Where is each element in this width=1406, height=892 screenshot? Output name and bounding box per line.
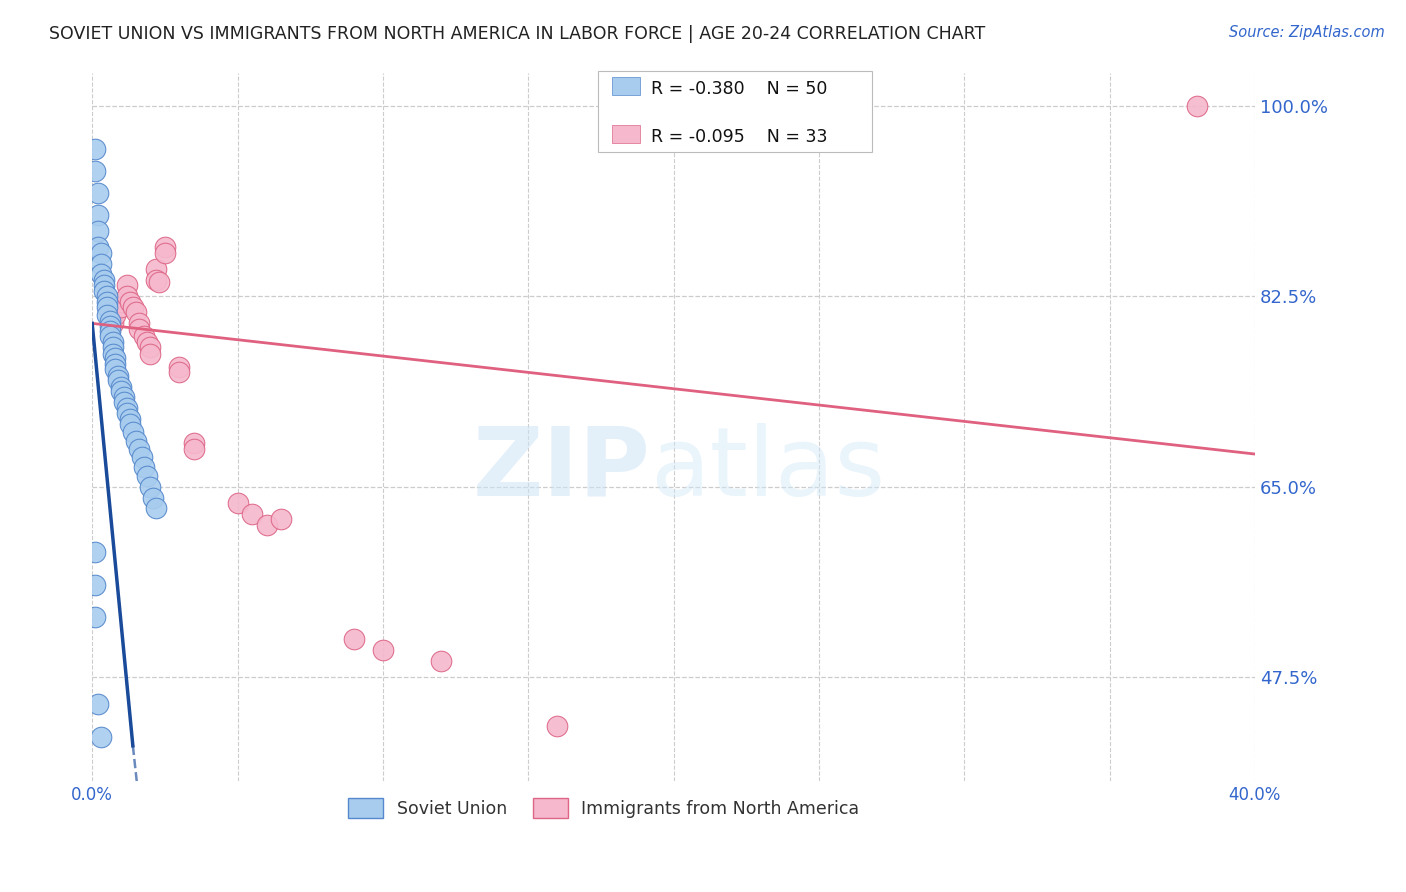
Point	[115, 401, 138, 416]
Point	[96, 308, 118, 322]
Point	[101, 340, 124, 354]
Point	[131, 450, 153, 465]
Point	[148, 275, 170, 289]
Point	[128, 442, 150, 456]
Point	[122, 300, 145, 314]
Point	[93, 284, 115, 298]
Point	[430, 654, 453, 668]
Point	[98, 324, 121, 338]
Point	[112, 391, 135, 405]
Point	[87, 240, 110, 254]
Text: Source: ZipAtlas.com: Source: ZipAtlas.com	[1229, 25, 1385, 40]
Point	[169, 359, 191, 374]
Point	[87, 224, 110, 238]
Point	[118, 417, 141, 431]
Point	[98, 329, 121, 343]
Point	[98, 318, 121, 333]
Point	[125, 305, 148, 319]
Point	[112, 394, 135, 409]
Point	[343, 632, 366, 646]
Point	[153, 245, 176, 260]
Point	[134, 460, 156, 475]
Point	[90, 268, 112, 282]
Point	[128, 317, 150, 331]
Point	[139, 347, 162, 361]
Point	[104, 308, 127, 322]
Point	[169, 365, 191, 379]
Text: ZIP: ZIP	[472, 423, 650, 516]
Point	[240, 507, 263, 521]
Point	[226, 496, 249, 510]
Point	[371, 643, 394, 657]
Point	[136, 468, 159, 483]
Point	[1185, 98, 1208, 112]
Point	[84, 142, 107, 156]
Point	[145, 262, 167, 277]
Point	[115, 289, 138, 303]
Point	[90, 730, 112, 744]
Point	[84, 164, 107, 178]
Point	[134, 329, 156, 343]
Text: atlas: atlas	[650, 423, 886, 516]
Point	[90, 256, 112, 270]
Point	[93, 273, 115, 287]
Point	[96, 294, 118, 309]
Text: SOVIET UNION VS IMMIGRANTS FROM NORTH AMERICA IN LABOR FORCE | AGE 20-24 CORRELA: SOVIET UNION VS IMMIGRANTS FROM NORTH AM…	[49, 25, 986, 43]
Point	[145, 501, 167, 516]
Point	[84, 610, 107, 624]
Point	[107, 373, 129, 387]
Text: R = -0.380    N = 50: R = -0.380 N = 50	[651, 80, 827, 98]
Point	[118, 294, 141, 309]
Point	[110, 379, 132, 393]
Point	[183, 442, 205, 456]
Point	[118, 412, 141, 426]
Point	[84, 545, 107, 559]
Text: R = -0.095    N = 33: R = -0.095 N = 33	[651, 128, 828, 146]
Point	[128, 322, 150, 336]
Point	[125, 434, 148, 448]
Point	[93, 278, 115, 293]
Point	[96, 289, 118, 303]
Point	[84, 577, 107, 591]
Point	[87, 186, 110, 200]
Point	[90, 245, 112, 260]
Point	[104, 351, 127, 366]
Point	[122, 425, 145, 440]
Point	[270, 512, 292, 526]
Point	[87, 698, 110, 712]
Point	[110, 300, 132, 314]
Point	[87, 207, 110, 221]
Point	[139, 340, 162, 354]
Point	[256, 517, 278, 532]
Point	[110, 294, 132, 309]
Point	[104, 357, 127, 371]
Point	[101, 317, 124, 331]
Point	[101, 347, 124, 361]
Point	[546, 719, 568, 733]
Point	[153, 240, 176, 254]
Point	[139, 480, 162, 494]
Point	[110, 384, 132, 398]
Legend: Soviet Union, Immigrants from North America: Soviet Union, Immigrants from North Amer…	[342, 791, 866, 825]
Point	[136, 334, 159, 349]
Point	[101, 334, 124, 349]
Point	[115, 278, 138, 293]
Point	[115, 406, 138, 420]
Point	[142, 491, 165, 505]
Point	[183, 436, 205, 450]
Point	[96, 300, 118, 314]
Point	[104, 362, 127, 376]
Point	[145, 273, 167, 287]
Point	[107, 368, 129, 383]
Point	[98, 314, 121, 328]
